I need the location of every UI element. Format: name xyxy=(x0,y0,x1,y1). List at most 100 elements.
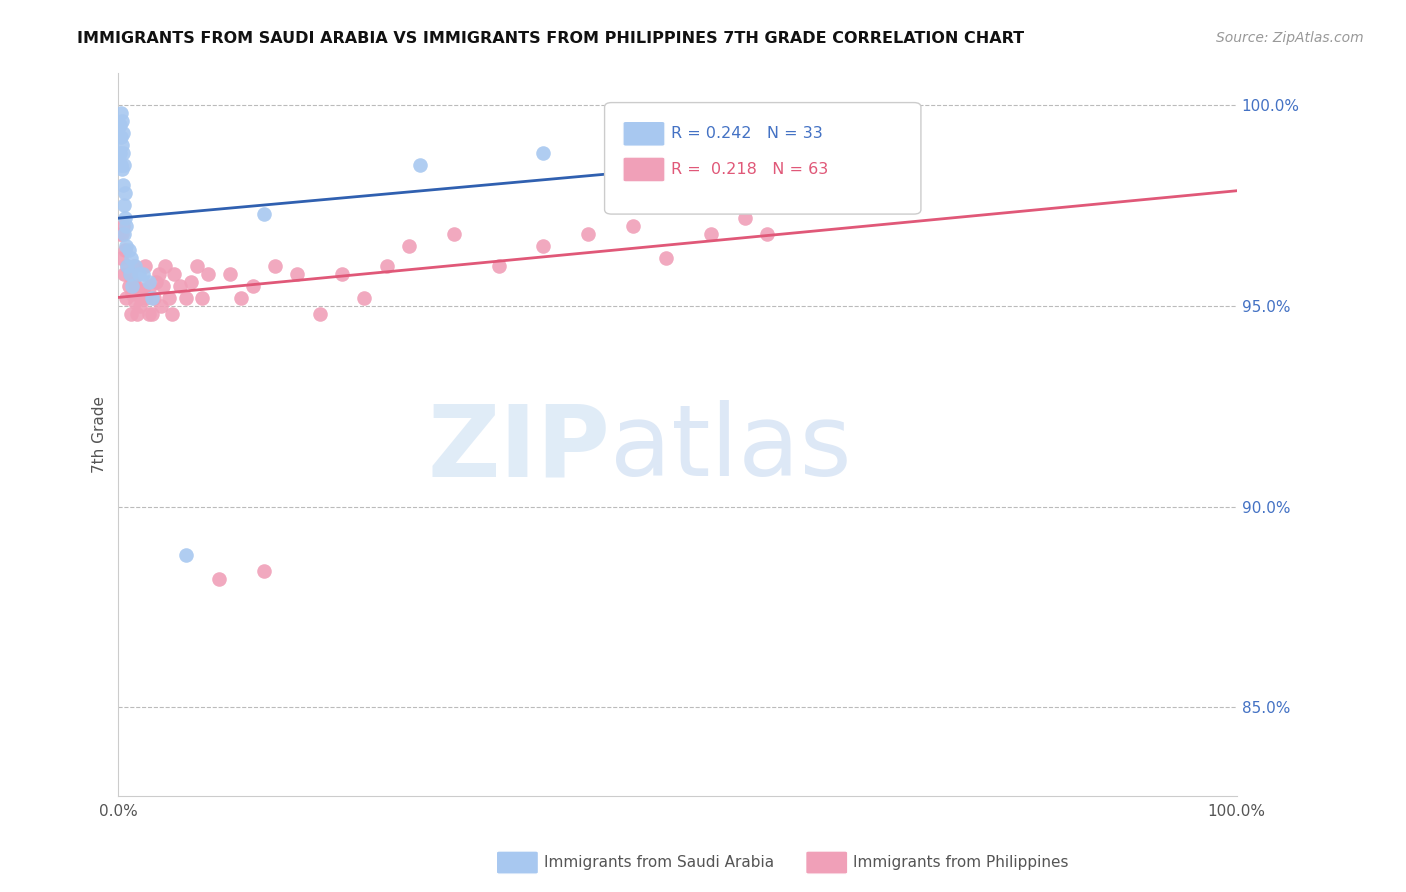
Text: ZIP: ZIP xyxy=(427,401,610,497)
Text: atlas: atlas xyxy=(610,401,852,497)
Point xyxy=(155,259,177,273)
Point xyxy=(242,278,264,293)
Point xyxy=(128,299,150,313)
Point xyxy=(115,238,138,252)
Text: R =  0.218   N = 63: R = 0.218 N = 63 xyxy=(671,162,828,177)
Point xyxy=(108,227,131,241)
Point xyxy=(163,267,186,281)
Point xyxy=(120,251,142,265)
Point xyxy=(115,291,138,305)
Point xyxy=(128,286,150,301)
Point xyxy=(308,307,330,321)
Point xyxy=(174,291,197,305)
Point xyxy=(132,283,155,297)
Point xyxy=(231,291,253,305)
Point xyxy=(443,227,465,241)
Point xyxy=(531,146,554,161)
Point xyxy=(149,299,172,313)
Point xyxy=(121,278,143,293)
Point xyxy=(127,307,149,321)
Point xyxy=(152,278,174,293)
Point xyxy=(287,267,309,281)
Point xyxy=(111,227,134,241)
Text: IMMIGRANTS FROM SAUDI ARABIA VS IMMIGRANTS FROM PHILIPPINES 7TH GRADE CORRELATIO: IMMIGRANTS FROM SAUDI ARABIA VS IMMIGRAN… xyxy=(77,31,1025,46)
Point xyxy=(112,158,135,172)
Point xyxy=(768,198,790,212)
Point xyxy=(756,227,779,241)
Point xyxy=(125,278,148,293)
Point xyxy=(112,198,135,212)
Point xyxy=(253,564,276,578)
Point xyxy=(157,291,180,305)
Point xyxy=(330,267,353,281)
Point xyxy=(121,286,143,301)
Point xyxy=(700,227,723,241)
Point xyxy=(160,307,183,321)
Point xyxy=(141,291,163,305)
Point xyxy=(655,251,678,265)
Point xyxy=(117,243,139,257)
Point xyxy=(169,278,191,293)
Point xyxy=(120,307,142,321)
Point xyxy=(117,278,139,293)
Point xyxy=(610,138,633,153)
Text: Source: ZipAtlas.com: Source: ZipAtlas.com xyxy=(1216,31,1364,45)
Point xyxy=(110,106,132,120)
Point xyxy=(112,227,135,241)
Point xyxy=(129,291,152,305)
Point xyxy=(253,206,276,220)
Point xyxy=(174,548,197,562)
Point xyxy=(488,259,510,273)
Point xyxy=(108,146,131,161)
Point xyxy=(111,146,134,161)
Point xyxy=(353,291,375,305)
Point xyxy=(139,278,162,293)
Point xyxy=(114,186,136,201)
Point xyxy=(531,238,554,252)
Point xyxy=(621,219,644,233)
Point xyxy=(576,227,599,241)
Point xyxy=(110,251,132,265)
Point xyxy=(114,211,136,225)
Point xyxy=(111,138,134,153)
Point xyxy=(114,243,136,257)
Point xyxy=(398,238,420,252)
Point xyxy=(111,219,134,233)
Point xyxy=(117,259,139,273)
Point xyxy=(135,291,157,305)
Point xyxy=(375,259,398,273)
Point xyxy=(108,118,131,132)
Y-axis label: 7th Grade: 7th Grade xyxy=(93,396,107,473)
Point xyxy=(219,267,242,281)
Point xyxy=(111,114,134,128)
Point xyxy=(111,126,134,140)
Point xyxy=(122,259,145,273)
Point xyxy=(197,267,219,281)
Point xyxy=(117,259,139,273)
Point xyxy=(180,275,202,289)
Point xyxy=(409,158,432,172)
Point xyxy=(118,267,141,281)
Point xyxy=(138,307,160,321)
Point xyxy=(110,130,132,145)
Point xyxy=(128,267,150,281)
Point xyxy=(134,259,156,273)
Point xyxy=(138,275,160,289)
Text: Immigrants from Saudi Arabia: Immigrants from Saudi Arabia xyxy=(544,855,775,870)
Point xyxy=(145,275,167,289)
Point xyxy=(143,291,166,305)
Point xyxy=(111,178,134,193)
Point xyxy=(264,259,287,273)
Point xyxy=(118,267,141,281)
Point xyxy=(186,259,208,273)
Point xyxy=(112,267,135,281)
Text: R = 0.242   N = 33: R = 0.242 N = 33 xyxy=(671,127,823,141)
Point xyxy=(148,267,170,281)
Point xyxy=(191,291,214,305)
Point xyxy=(141,307,163,321)
Point xyxy=(115,219,138,233)
Point xyxy=(111,162,134,177)
Point xyxy=(734,211,756,225)
Point xyxy=(132,267,155,281)
Point xyxy=(110,158,132,172)
